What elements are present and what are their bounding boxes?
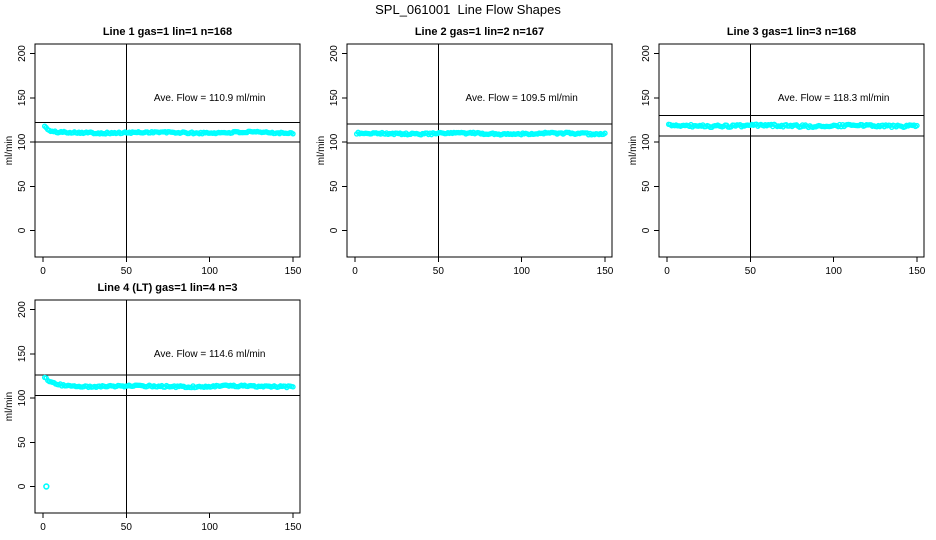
y-tick-label: 0 [17, 227, 28, 233]
y-tick-label: 50 [641, 180, 652, 192]
y-tick-label: 200 [641, 45, 652, 62]
x-tick-label: 150 [909, 266, 926, 277]
data-point [290, 131, 296, 137]
page-title: SPL_061001 Line Flow Shapes [375, 2, 561, 17]
x-tick-label: 50 [745, 266, 757, 277]
y-tick-label: 200 [17, 45, 28, 62]
x-tick-label: 150 [597, 266, 614, 277]
x-tick-label: 0 [352, 266, 358, 277]
y-tick-label: 150 [17, 345, 28, 362]
plot-box [658, 43, 925, 258]
panel-title: Line 3 gas=1 lin=3 n=168 [727, 26, 856, 38]
y-tick-label: 50 [329, 180, 340, 192]
panel-title: Line 2 gas=1 lin=2 n=167 [415, 26, 544, 38]
outlier-point [43, 483, 50, 490]
y-tick-label: 200 [17, 301, 28, 318]
x-tick-label: 100 [513, 266, 530, 277]
y-axis-label: ml/min [628, 136, 639, 165]
plot-box [346, 43, 613, 258]
panel-line-3: 0 50 100 150 0 50 100 150 200 ml/min Line 3 gas=1 … [628, 26, 926, 277]
y-tick-label: 50 [17, 180, 28, 192]
y-tick-label: 200 [329, 45, 340, 62]
data-point [914, 122, 920, 129]
ave-flow-annotation: Ave. Flow = 110.9 ml/min [154, 93, 266, 104]
x-tick-label: 100 [825, 266, 842, 277]
x-tick-label: 0 [40, 522, 46, 533]
plot-box [34, 299, 301, 514]
y-tick-label: 100 [329, 133, 340, 150]
x-tick-label: 150 [285, 522, 302, 533]
y-tick-label: 0 [17, 483, 28, 489]
y-tick-label: 100 [17, 133, 28, 150]
x-tick-label: 50 [433, 266, 445, 277]
panel-line-4: 0 50 100 150 0 50 100 150 200 ml/min Line 4 (LT) g… [4, 282, 302, 533]
ave-flow-annotation: Ave. Flow = 109.5 ml/min [465, 93, 577, 104]
x-tick-label: 50 [121, 522, 133, 533]
y-tick-label: 150 [329, 89, 340, 106]
data-point [290, 384, 296, 390]
y-tick-label: 100 [17, 389, 28, 406]
panel-title: Line 4 (LT) gas=1 lin=4 n=3 [97, 282, 237, 294]
y-axis-label: ml/min [4, 392, 15, 421]
y-axis-label: ml/min [4, 136, 15, 165]
x-tick-label: 150 [285, 266, 302, 277]
x-tick-label: 50 [121, 266, 133, 277]
y-tick-label: 50 [17, 436, 28, 448]
panel-title: Line 1 gas=1 lin=1 n=168 [103, 26, 232, 38]
ave-flow-annotation: Ave. Flow = 118.3 ml/min [778, 93, 890, 104]
plot-box [34, 43, 301, 258]
data-point [602, 130, 608, 136]
x-tick-label: 100 [201, 266, 218, 277]
x-tick-label: 0 [40, 266, 46, 277]
y-axis-label: ml/min [316, 136, 327, 165]
panel-line-1: 0 50 100 150 0 50 100 150 200 ml/min Line 1 gas=1 … [4, 26, 302, 277]
y-tick-label: 150 [641, 89, 652, 106]
panel-line-2: 0 50 100 150 0 50 100 150 200 ml/min Line 2 gas=1 … [316, 26, 614, 277]
x-tick-label: 100 [201, 522, 218, 533]
ave-flow-annotation: Ave. Flow = 114.6 ml/min [154, 349, 266, 360]
y-tick-label: 100 [641, 133, 652, 150]
y-tick-label: 0 [641, 227, 652, 233]
x-tick-label: 0 [664, 266, 670, 277]
y-tick-label: 150 [17, 89, 28, 106]
y-tick-label: 0 [329, 227, 340, 233]
